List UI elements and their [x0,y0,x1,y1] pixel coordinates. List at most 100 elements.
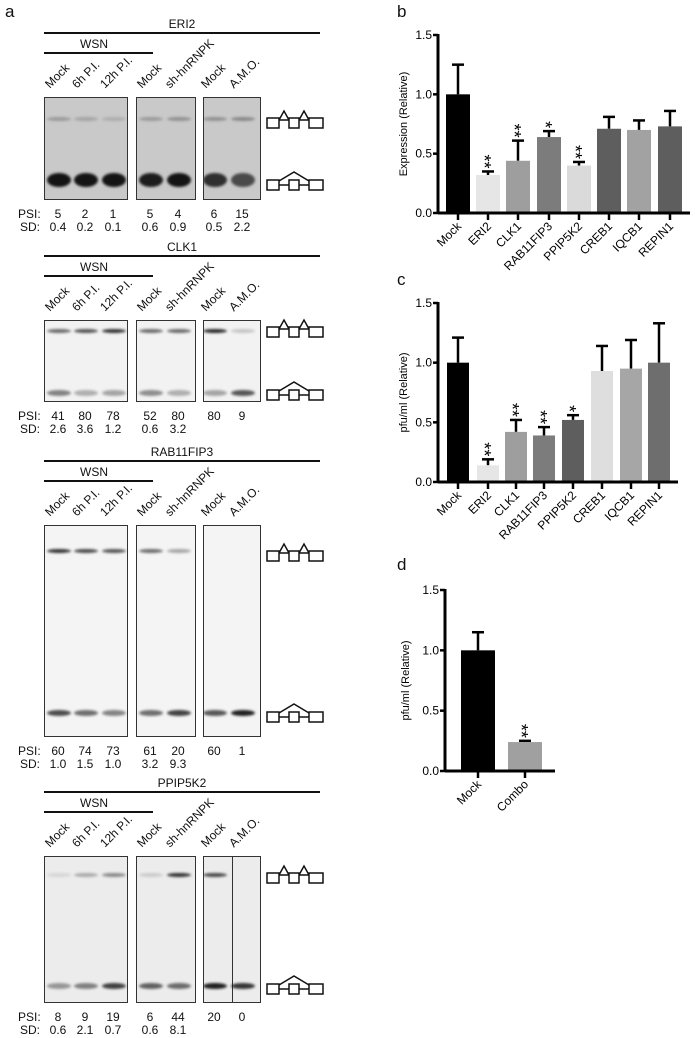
gene-title: RAB11FIP3 [150,445,214,459]
bar-ppip5k2 [562,419,584,482]
y-tick-label: 0.0 [422,764,439,778]
x-tick-label: ERI2 [465,219,494,248]
gel-image [136,320,196,402]
psi-value: 5 [54,207,62,221]
gel-band [231,173,255,188]
sd-value: 0.6 [141,422,159,436]
gel-band [204,872,227,877]
sd-value: 2.6 [49,422,67,436]
bar-repin1 [648,362,670,482]
gel-band [102,173,126,188]
gel-band [102,872,126,877]
bar-eri2 [477,465,499,482]
x-tick-label: CREB1 [577,219,615,257]
psi-value: 15 [235,207,249,221]
gel-image [44,856,128,1003]
panel-label-b: b [397,2,407,21]
psi-label: PSI: [18,1010,41,1024]
bar-clk1 [506,160,530,213]
x-tick-label: REPIN1 [636,219,677,260]
gel-band [47,549,71,554]
gel-band [139,328,163,333]
psi-value: 5 [146,207,154,221]
y-tick-label: 1.5 [415,28,432,42]
gel-band [204,983,227,990]
sd-label: SD: [20,1023,41,1037]
gel-band [47,328,71,333]
bar-iqcb1 [627,129,651,213]
psi-value: 60 [207,744,221,758]
gel-band [167,983,191,990]
x-tick-label: Mock [434,488,465,519]
gene-line [44,791,320,793]
group-line [44,811,153,813]
gel-band [139,116,163,121]
sd-value: 3.6 [76,422,94,436]
psi-value: 80 [78,409,92,423]
psi-value: 80 [171,409,185,423]
y-tick-label: 1.5 [422,583,439,597]
psi-value: 4 [174,207,182,221]
gel-band [102,390,126,397]
inclusion-isoform-icon [266,109,324,129]
y-tick-label: 0.0 [415,206,432,220]
psi-value: 73 [106,744,120,758]
bar-combo [508,742,542,771]
gel-band [139,983,163,990]
gel-band [47,872,71,877]
sd-value: 1.2 [104,422,122,436]
gel-image [136,97,196,200]
gel-band [204,390,227,397]
bar-rab11fip3 [533,435,555,482]
gel-band [139,872,163,877]
psi-value: 78 [106,409,120,423]
psi-value: 80 [207,409,221,423]
group-label: WSN [80,796,108,810]
sd-value: 1.0 [104,757,122,771]
gel-image [203,856,261,1003]
gel-band [204,173,227,188]
bar-iqcb1 [620,368,642,482]
sd-value: 8.1 [169,1023,187,1037]
significance-stars: ** [502,403,522,417]
bar-creb1 [597,128,621,213]
x-tick-label: Mock [454,777,485,808]
y-tick-label: 1.0 [415,356,432,370]
gel-band [74,328,98,333]
gene-title: ERI2 [168,17,196,31]
gel-band [74,390,98,397]
gel-band [167,549,191,554]
gel-image [203,320,261,402]
gel-image [136,525,196,737]
bar-repin1 [658,126,682,213]
panel-label-d: d [397,555,407,574]
gene-title: PPIP5K2 [157,776,207,790]
gel-band [204,116,227,121]
x-tick-label: Combo [494,777,531,814]
psi-value: 1 [109,207,117,221]
gel-divider [232,857,233,1002]
gel-band [139,549,163,554]
bar-mock [446,94,470,213]
gel-band [47,709,71,716]
gel-band [47,390,71,397]
gel-band [102,116,126,121]
skipping-isoform-icon [266,170,324,191]
gel-band [231,328,255,333]
gel-image [203,525,261,737]
psi-value: 0 [238,1010,246,1024]
bar-mock [461,650,495,771]
gel-image [44,525,128,737]
sd-value: 0.6 [49,1023,67,1037]
gel-band [231,390,255,397]
significance-stars: * [535,121,555,128]
sd-value: 0.7 [104,1023,122,1037]
gel-band [74,872,98,877]
gel-image [136,856,196,1003]
x-tick-label: Mock [434,219,465,250]
skipping-isoform-icon [266,975,324,996]
x-tick-label: CREB1 [570,488,608,526]
gel-band [167,173,191,188]
